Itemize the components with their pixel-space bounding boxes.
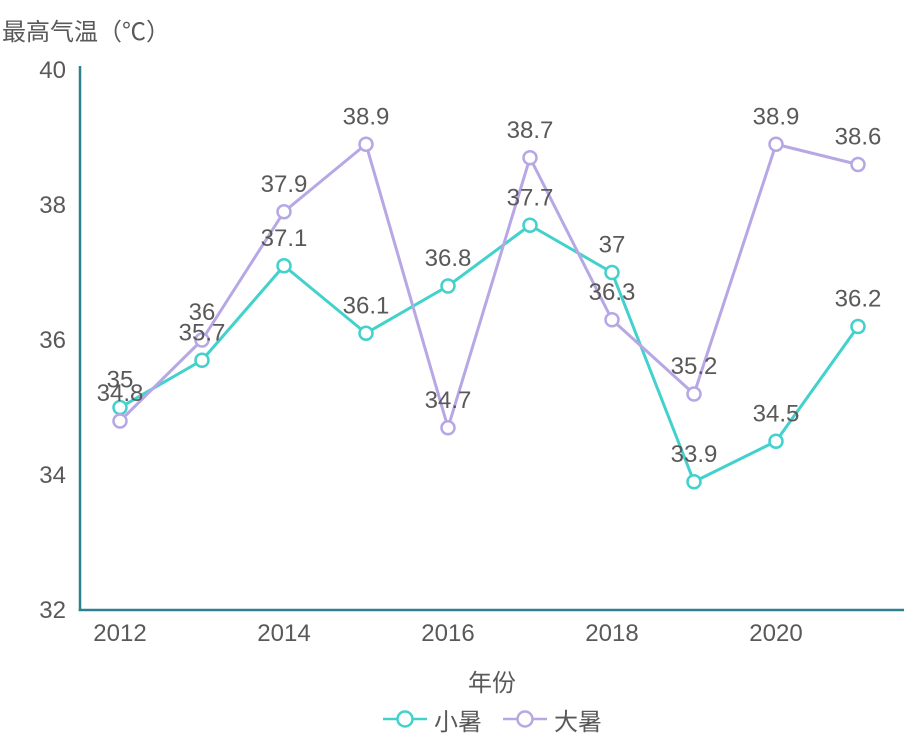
data-point-marker-小暑 — [686, 474, 702, 490]
y-tick-label: 36 — [39, 327, 66, 354]
data-point-label-大暑: 38.7 — [507, 117, 554, 144]
series-line-小暑 — [118, 223, 860, 484]
data-point-marker-大暑 — [112, 413, 128, 429]
data-point-label-大暑: 34.7 — [425, 387, 472, 414]
data-point-marker-小暑 — [850, 318, 866, 335]
data-point-label-小暑: 36.2 — [835, 286, 882, 313]
x-tick-label: 2018 — [585, 620, 638, 647]
data-point-marker-大暑 — [768, 136, 784, 152]
data-point-label-小暑: 34.5 — [753, 400, 800, 427]
data-point-marker-小暑 — [276, 258, 292, 274]
legend-line-circle-icon — [503, 710, 547, 728]
data-point-marker-大暑 — [358, 136, 374, 152]
data-point-marker-大暑 — [276, 204, 292, 220]
x-tick-label: 2016 — [421, 620, 474, 647]
data-point-marker-小暑 — [604, 264, 620, 281]
data-point-label-小暑: 37.1 — [261, 225, 308, 252]
data-point-label-小暑: 33.9 — [671, 441, 718, 468]
legend-label-series-0: 小暑 — [434, 708, 482, 736]
data-point-marker-大暑 — [850, 156, 866, 173]
x-axis-title: 年份 — [468, 670, 516, 697]
data-point-label-大暑: 34.8 — [97, 380, 144, 407]
chart-legend: 小暑 大暑 — [80, 702, 904, 737]
data-point-label-大暑: 38.9 — [343, 103, 390, 130]
legend-item-series-1: 大暑 — [502, 702, 602, 737]
legend-item-series-0: 小暑 — [382, 702, 482, 737]
x-tick-label: 2020 — [749, 620, 802, 647]
data-point-label-大暑: 38.9 — [753, 103, 800, 130]
data-point-marker-大暑 — [440, 420, 456, 436]
data-point-marker-大暑 — [522, 150, 538, 166]
data-point-label-小暑: 37.7 — [507, 184, 554, 211]
data-point-marker-小暑 — [358, 325, 374, 341]
data-point-label-大暑: 35.2 — [671, 353, 718, 380]
data-point-label-小暑: 36.8 — [425, 245, 472, 272]
legend-label-series-1: 大暑 — [554, 708, 602, 736]
data-point-label-大暑: 38.6 — [835, 124, 882, 151]
data-point-marker-大暑 — [604, 312, 620, 328]
x-tick-label: 2012 — [93, 620, 146, 647]
data-point-marker-大暑 — [194, 332, 210, 348]
y-axis-title: 最高气温（℃） — [2, 19, 170, 46]
data-point-marker-小暑 — [522, 217, 538, 233]
legend-line-circle-icon — [383, 710, 427, 728]
data-point-marker-小暑 — [194, 352, 210, 368]
data-point-label-小暑: 35 — [107, 367, 134, 394]
data-point-label-小暑: 35.7 — [179, 319, 226, 346]
data-point-label-小暑: 36.1 — [343, 292, 390, 319]
y-tick-label: 32 — [39, 597, 66, 624]
x-tick-label: 2014 — [257, 620, 310, 647]
data-point-label-大暑: 37.9 — [261, 171, 308, 198]
data-point-marker-小暑 — [440, 278, 456, 294]
y-tick-label: 38 — [39, 192, 66, 219]
data-point-marker-大暑 — [686, 386, 702, 402]
data-point-label-大暑: 36 — [189, 299, 216, 326]
data-point-label-大暑: 36.3 — [589, 279, 636, 306]
series-line-大暑 — [118, 142, 860, 430]
data-point-label-小暑: 37 — [599, 232, 626, 259]
data-point-marker-小暑 — [768, 433, 784, 449]
y-tick-label: 40 — [39, 57, 66, 84]
y-tick-label: 34 — [39, 462, 66, 489]
